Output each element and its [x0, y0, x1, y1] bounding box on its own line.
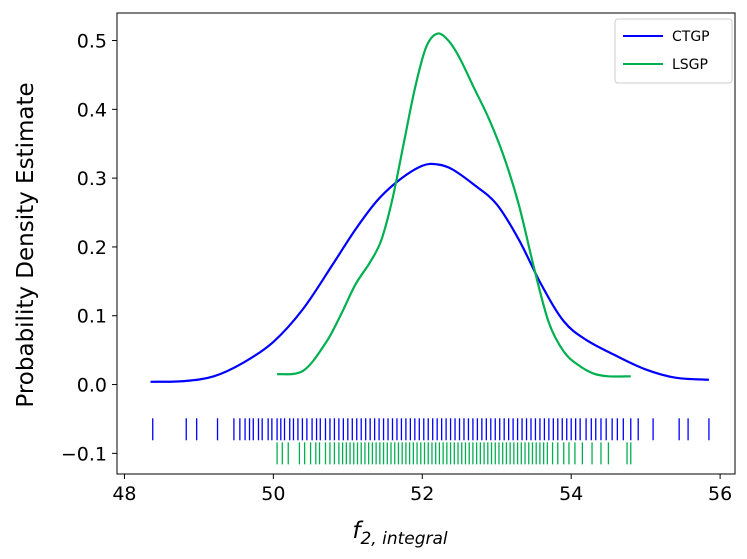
y-tick-label: 0.1 [77, 306, 107, 328]
plot-layer [150, 32, 710, 465]
y-tick-label: 0.5 [77, 31, 107, 53]
x-tick-label: 52 [410, 483, 434, 505]
y-tick-label: 0.2 [77, 237, 107, 259]
y-tick-label: −0.1 [61, 443, 107, 465]
x-tick-label: 50 [261, 483, 285, 505]
legend: CTGP LSGP [614, 18, 733, 84]
x-axis-label-sub: 2, integral [360, 529, 447, 549]
axes-layer: 48 50 52 54 56 −0.1 0.0 0.1 0.2 0.3 0.4 0.5 [61, 12, 736, 505]
y-tick-label: 0.0 [77, 375, 107, 397]
series-line-ctgp [150, 162, 710, 383]
x-tick-label: 54 [559, 483, 583, 505]
x-tick-label: 56 [708, 483, 732, 505]
plot-frame [116, 12, 736, 475]
x-axis-label: f2, integral [352, 518, 448, 549]
x-axis-label-main: f [352, 518, 363, 544]
series-line-lsgp [276, 32, 631, 378]
x-tick-label: 48 [112, 483, 136, 505]
legend-label-lsgp: LSGP [672, 57, 708, 73]
y-tick-label: 0.4 [77, 99, 107, 121]
y-axis-label: Probability Density Estimate [13, 82, 39, 407]
y-tick-label: 0.3 [77, 168, 107, 190]
legend-label-ctgp: CTGP [672, 29, 710, 45]
